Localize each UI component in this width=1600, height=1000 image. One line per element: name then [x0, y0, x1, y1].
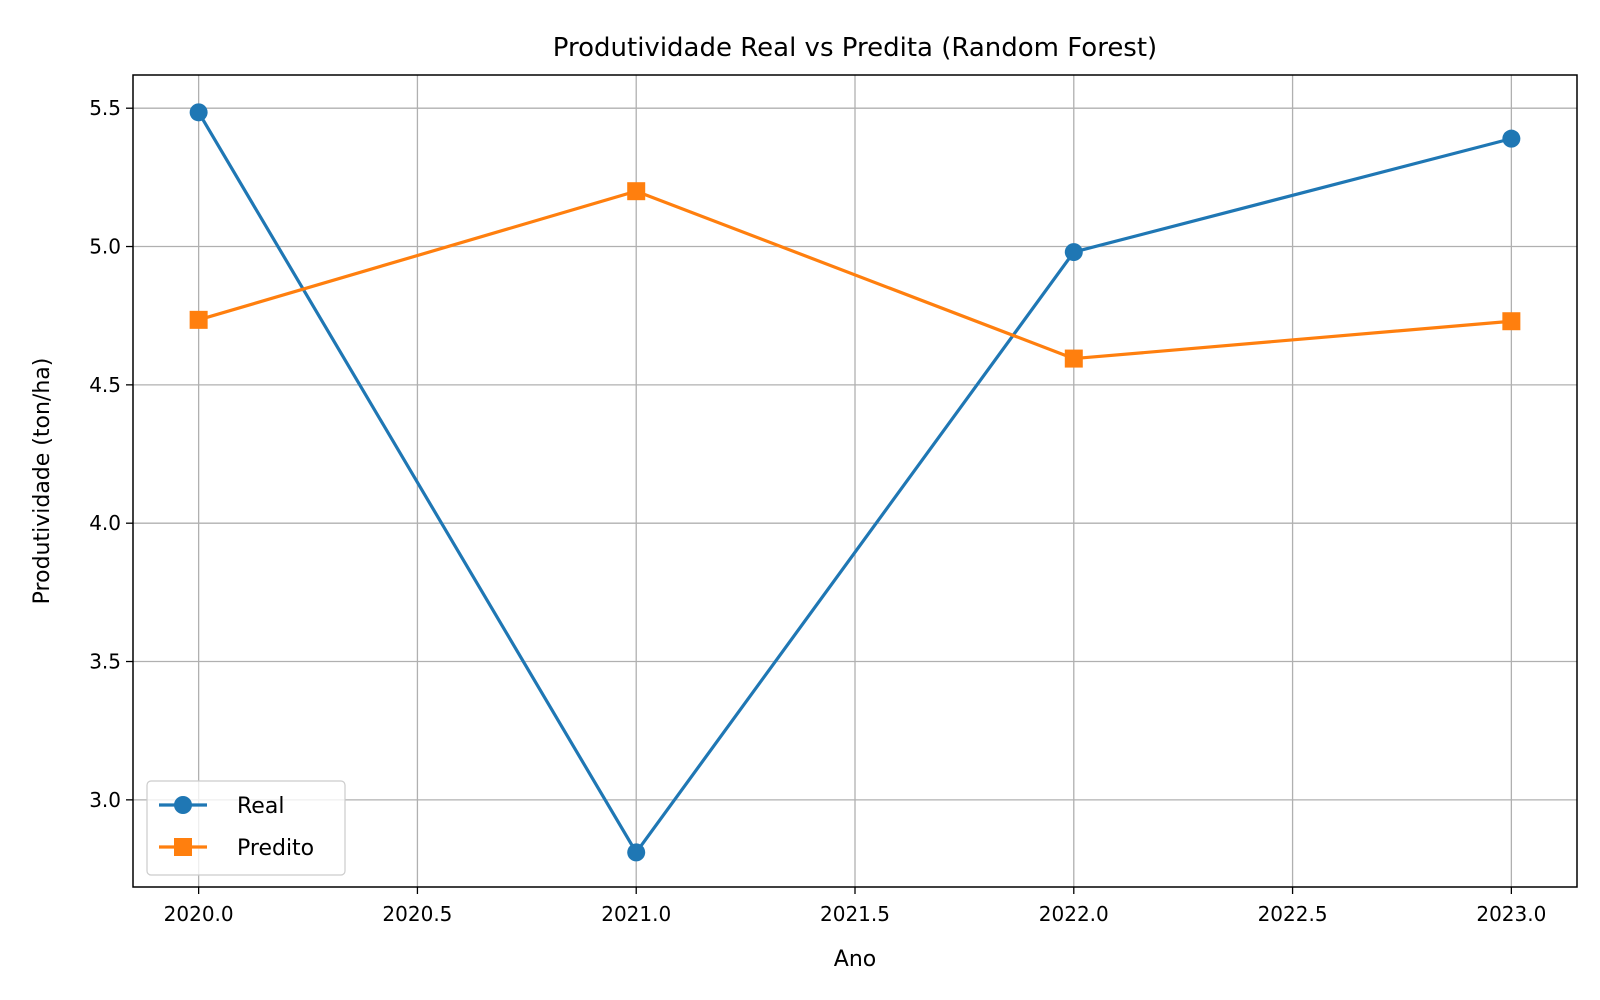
x-tick-label: 2021.0: [601, 902, 671, 926]
chart-title: Produtividade Real vs Predita (Random Fo…: [553, 33, 1157, 63]
grid-layer: [133, 75, 1577, 887]
data-point-predito: [1064, 349, 1083, 368]
x-tick-label: 2021.5: [820, 902, 890, 926]
y-axis-title: Produtividade (ton/ha): [30, 358, 55, 605]
legend-marker-real: [174, 796, 192, 814]
data-point-predito: [627, 182, 646, 201]
y-tick-label: 4.5: [89, 373, 121, 397]
legend-item-predito: Predito: [159, 836, 314, 861]
legend-marker-predito: [174, 838, 192, 856]
x-tick-label: 2023.0: [1476, 902, 1546, 926]
data-point-real: [1064, 243, 1083, 262]
x-tick-label: 2020.5: [382, 902, 452, 926]
data-point-predito: [1502, 312, 1521, 331]
legend-label-real: Real: [237, 794, 284, 819]
x-tick-label: 2022.0: [1039, 902, 1109, 926]
y-tick-label: 4.0: [89, 511, 121, 535]
x-tick-label: 2022.5: [1258, 902, 1328, 926]
data-point-predito: [189, 310, 208, 329]
y-axis-ticks: 3.0 3.5 4.0 4.5 5.0 5.5: [89, 96, 133, 812]
data-point-real: [1502, 129, 1521, 148]
series-layer: [189, 103, 1521, 862]
x-axis-title: Ano: [834, 947, 876, 972]
y-tick-label: 5.5: [89, 96, 121, 120]
legend-item-real: Real: [159, 794, 284, 819]
y-tick-label: 3.0: [89, 788, 121, 812]
legend-label-predito: Predito: [237, 836, 314, 861]
y-tick-label: 5.0: [89, 235, 121, 259]
y-tick-label: 3.5: [89, 650, 121, 674]
x-tick-label: 2020.0: [164, 902, 234, 926]
x-axis-ticks: 2020.0 2020.5 2021.0 2021.5 2022.0 2022.5 2023…: [164, 887, 1546, 926]
series-line-predito: [198, 189, 1512, 361]
legend-items: Real Predito: [159, 794, 314, 861]
data-point-real: [189, 103, 208, 122]
series-line-real: [197, 111, 1512, 855]
series-real: [189, 103, 1521, 862]
data-point-real: [627, 843, 646, 862]
legend: Real Predito: [146, 780, 346, 876]
series-predito: [189, 182, 1521, 368]
